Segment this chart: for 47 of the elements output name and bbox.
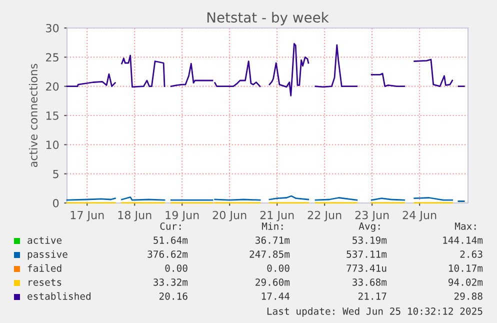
legend-label: failed [28,264,62,272]
chart-title: Netstat - by week [207,12,329,26]
x-tick-label: 24 Jun [402,210,436,222]
text: 376.62m [148,250,188,258]
text: Last update: Wed Jun 25 10:32:12 2025 [267,307,482,317]
legend-label: resets [28,278,62,286]
text: Avg: [358,222,380,232]
x-tick-label: 20 Jun [212,210,246,222]
text: 537.11m [346,250,387,258]
y-tick-label: 30 [46,24,59,32]
text: Cur: [160,222,181,230]
text: 17.44 [262,292,290,300]
y-tick-label: 15 [46,112,58,120]
text: 51.64m [154,236,188,244]
x-tick-label: 19 Jun [166,210,199,222]
legend-label: active [28,236,62,244]
y-axis-title: active connections [28,64,38,167]
text: 20.16 [159,292,188,300]
x-tick-label: 23 Jun [355,210,389,222]
text: 36.71m [256,236,290,244]
text: 21.17 [358,292,386,300]
x-tick-label: 17 Jun [70,210,104,222]
y-tick-label: 25 [46,53,58,62]
text: 2.63 [460,250,482,258]
legend-label: established [28,292,90,300]
text: 0.00 [165,264,188,272]
text: Max: [455,222,476,230]
text: 94.02m [448,278,483,286]
text: 10.17m [449,264,483,272]
x-tick-label: 21 Jun [260,210,294,222]
text: 29.88 [454,292,482,300]
y-tick-label: 10 [46,140,59,150]
text: 0.00 [267,264,290,272]
text: 144.14m [443,236,483,244]
y-tick-label: 5 [53,170,58,178]
text: Min: [262,222,283,230]
text: 773.41u [346,264,386,272]
text: 33.32m [154,278,188,286]
text: 29.60m [256,278,290,286]
legend-label: passive [28,250,68,260]
text: 247.85m [250,250,290,258]
y-tick-label: 0 [53,198,59,208]
x-tick-label: 22 Jun [308,210,342,222]
x-tick-label: 18 Jun [118,210,152,222]
text: 53.19m [352,236,387,244]
text: 33.68m [352,278,387,286]
y-tick-label: 20 [46,82,59,91]
